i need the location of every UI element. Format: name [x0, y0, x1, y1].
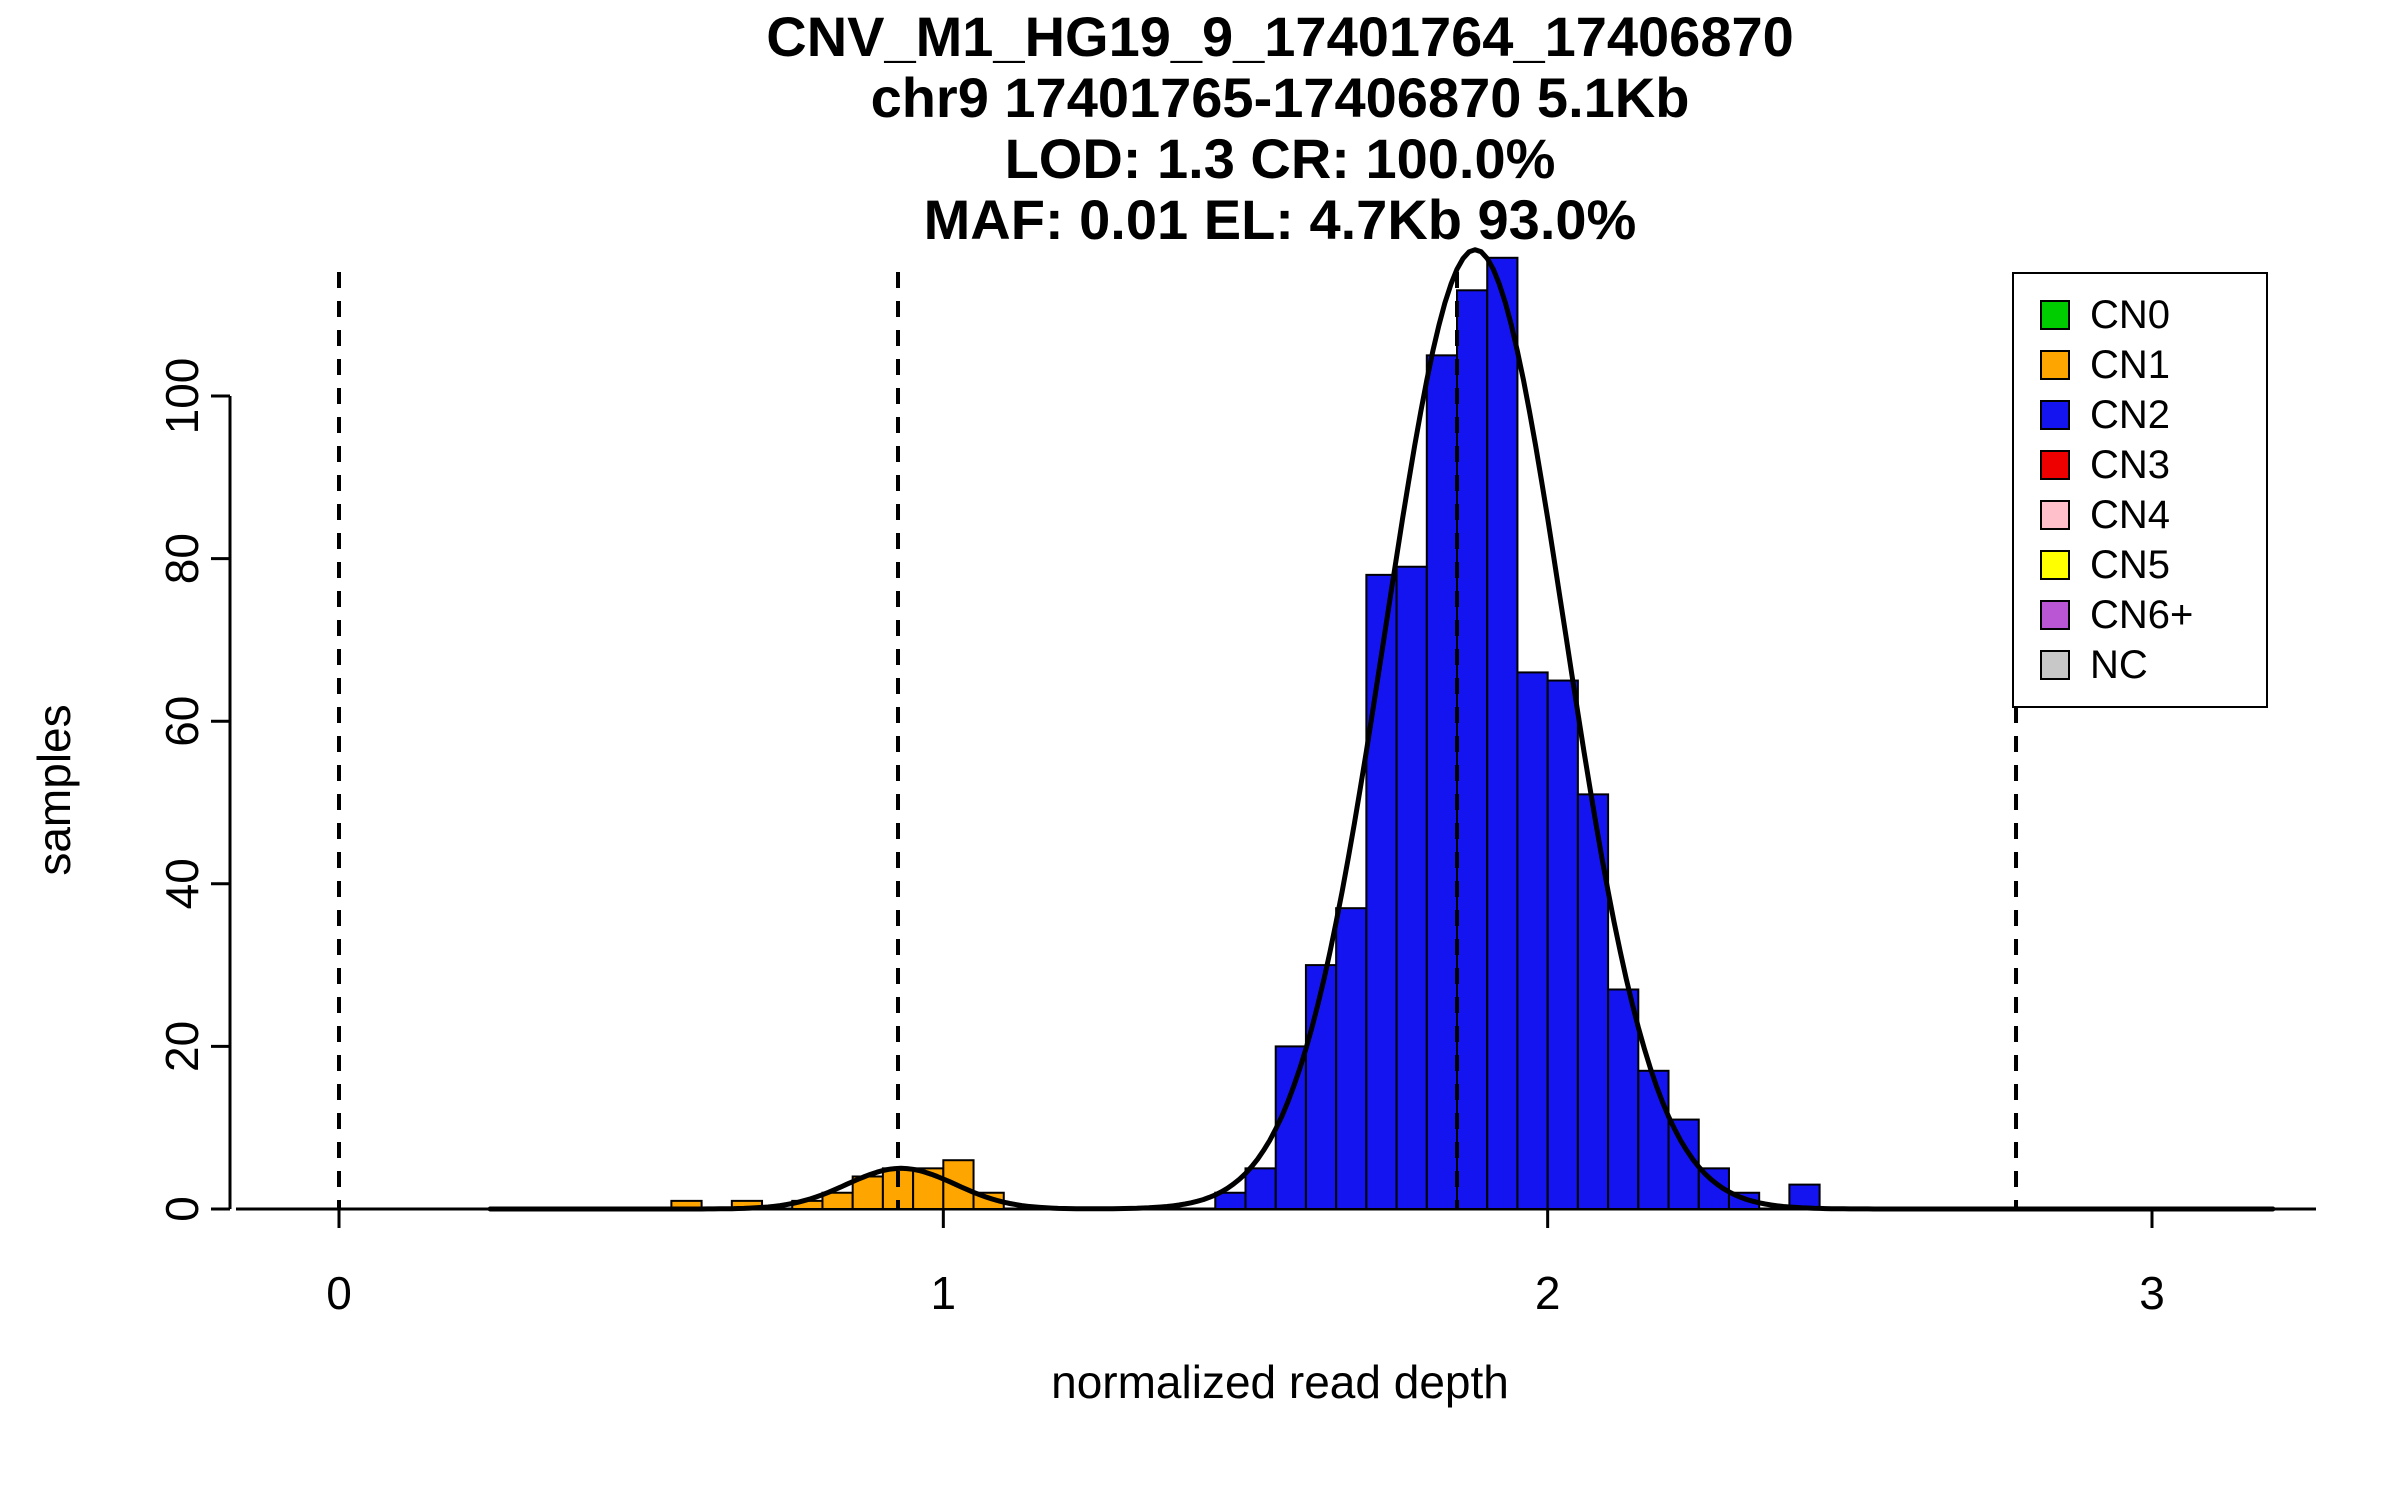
- legend-item-label: NC: [2090, 642, 2148, 687]
- x-axis-label: normalized read depth: [1051, 1356, 1509, 1408]
- histogram-bar-cn2: [1395, 565, 1428, 1210]
- x-tick-label: 2: [1535, 1267, 1561, 1319]
- legend-item: CN1: [2040, 340, 2266, 390]
- legend: CN0 CN1 CN2 CN3 CN4 CN5 CN6+ NC: [2012, 272, 2268, 708]
- legend-swatch: [2040, 550, 2070, 580]
- y-tick-label: 0: [156, 1196, 208, 1222]
- legend-item-label: CN5: [2090, 542, 2171, 587]
- legend-item-label: CN0: [2090, 292, 2171, 337]
- histogram-bar-cn2: [1335, 907, 1368, 1210]
- legend-item: CN0: [2040, 290, 2266, 340]
- histogram-bar-cn2: [1486, 256, 1519, 1211]
- legend-swatch: [2040, 500, 2070, 530]
- fit-curve: [487, 247, 2276, 1212]
- chart-title-line-2: chr9 17401765-17406870 5.1Kb: [870, 66, 1690, 129]
- histogram-bar-cn2: [1637, 1069, 1670, 1211]
- chart-title-line-4: MAF: 0.01 EL: 4.7Kb 93.0%: [923, 188, 1637, 251]
- y-tick-label: 20: [156, 1021, 208, 1072]
- legend-swatch: [2040, 450, 2070, 480]
- x-tick-label: 3: [2139, 1267, 2165, 1319]
- legend-swatch: [2040, 300, 2070, 330]
- legend-item-label: CN2: [2090, 392, 2171, 437]
- y-tick-label: 80: [156, 533, 208, 584]
- legend-item: CN6+: [2040, 590, 2266, 640]
- histogram-bar-cn2: [1546, 679, 1579, 1210]
- histogram-bar-cn2: [1516, 671, 1549, 1210]
- histogram-bar-cn2: [1456, 289, 1489, 1210]
- y-tick-label: 60: [156, 696, 208, 747]
- chart-title-line-1: CNV_M1_HG19_9_17401764_17406870: [766, 5, 1794, 68]
- x-tick-label: 1: [931, 1267, 957, 1319]
- chart-title: CNV_M1_HG19_9_17401764_17406870 chr9 174…: [160, 6, 2400, 250]
- legend-swatch: [2040, 650, 2070, 680]
- legend-item: CN2: [2040, 390, 2266, 440]
- legend-item-label: CN3: [2090, 442, 2171, 487]
- y-axis-label: samples: [28, 704, 80, 876]
- histogram-bar-cn2: [1244, 1167, 1277, 1210]
- histogram-bar-cn2: [1274, 1045, 1307, 1211]
- legend-swatch: [2040, 350, 2070, 380]
- legend-item: CN5: [2040, 540, 2266, 590]
- legend-item: CN3: [2040, 440, 2266, 490]
- legend-item-label: CN6+: [2090, 592, 2194, 637]
- legend-item: CN4: [2040, 490, 2266, 540]
- y-tick-label: 40: [156, 858, 208, 909]
- x-tick-label: 0: [326, 1267, 352, 1319]
- y-tick-label: 100: [156, 358, 208, 435]
- histogram-bar-cn2: [1788, 1183, 1821, 1210]
- histogram-bar-cn2: [1365, 573, 1398, 1210]
- histogram-bar-cn2: [1607, 988, 1640, 1210]
- legend-swatch: [2040, 600, 2070, 630]
- legend-item: NC: [2040, 640, 2266, 690]
- histogram-bar-cn2: [1304, 964, 1338, 1210]
- legend-item-label: CN4: [2090, 492, 2171, 537]
- histogram-bar-cn2: [1425, 354, 1459, 1211]
- chart-title-line-3: LOD: 1.3 CR: 100.0%: [1004, 127, 1556, 190]
- legend-swatch: [2040, 400, 2070, 430]
- legend-item-label: CN1: [2090, 342, 2171, 387]
